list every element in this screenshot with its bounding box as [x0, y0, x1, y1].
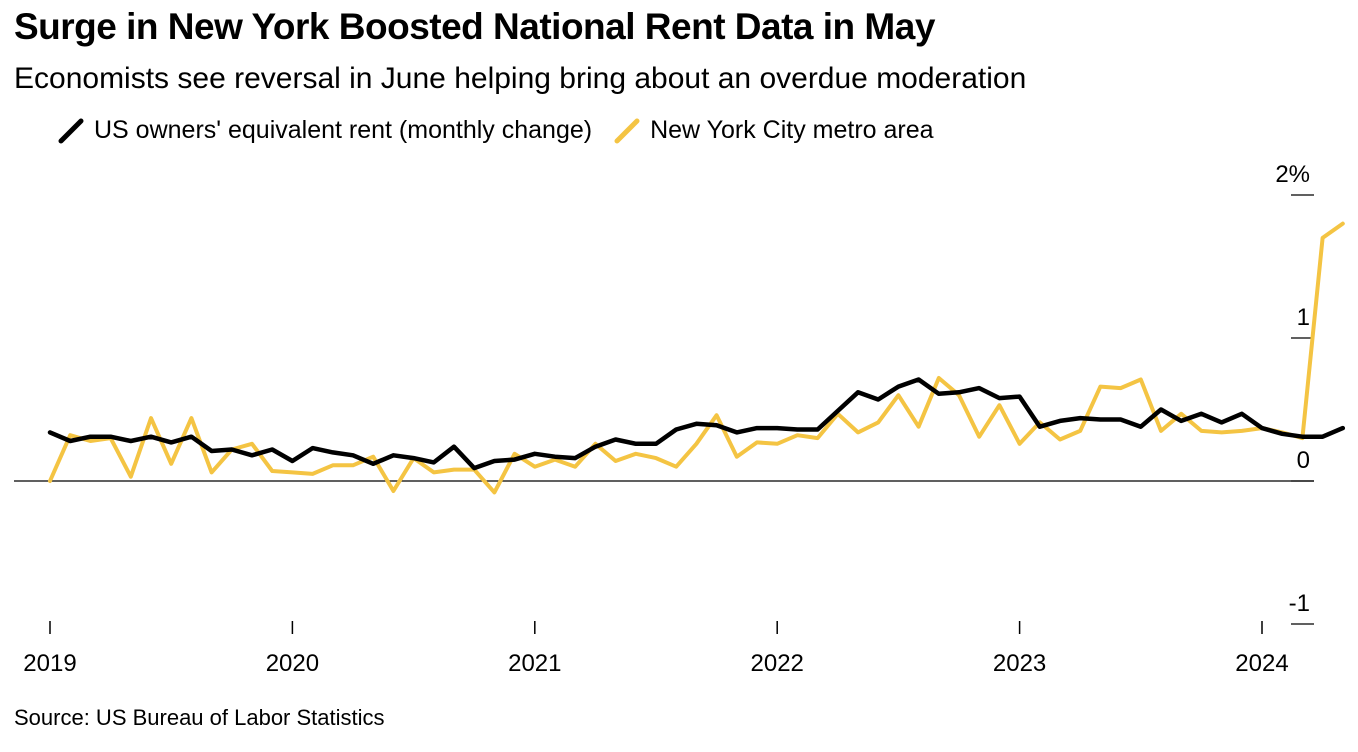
chart-title: Surge in New York Boosted National Rent …: [14, 6, 935, 47]
x-tick-label: 2024: [1235, 650, 1288, 677]
legend-label-us: US owners' equivalent rent (monthly chan…: [94, 116, 593, 144]
x-tick-label: 2019: [23, 650, 76, 677]
legend: US owners' equivalent rent (monthly chan…: [58, 116, 956, 145]
y-tick-label: 2%: [1275, 161, 1310, 188]
y-tick-label: 1: [1297, 304, 1310, 331]
legend-swatch-us: [58, 118, 84, 143]
series-line-us-oer: [47, 377, 1346, 471]
legend-swatch-nyc: [614, 118, 640, 143]
legend-item-us: US owners' equivalent rent (monthly chan…: [58, 116, 592, 145]
x-tick-label: 2021: [508, 650, 561, 677]
y-tick-label: 0: [1297, 447, 1310, 474]
legend-label-nyc: New York City metro area: [650, 116, 934, 144]
chart-subtitle: Economists see reversal in June helping …: [14, 62, 1027, 95]
legend-item-nyc: New York City metro area: [614, 116, 934, 145]
x-tick-label: 2020: [266, 650, 319, 677]
x-tick-label: 2023: [993, 650, 1046, 677]
x-tick-label: 2022: [751, 650, 804, 677]
source-note: Source: US Bureau of Labor Statistics: [14, 705, 385, 730]
series-line-nyc-metro: [48, 221, 1345, 495]
y-tick-label: -1: [1289, 590, 1310, 617]
